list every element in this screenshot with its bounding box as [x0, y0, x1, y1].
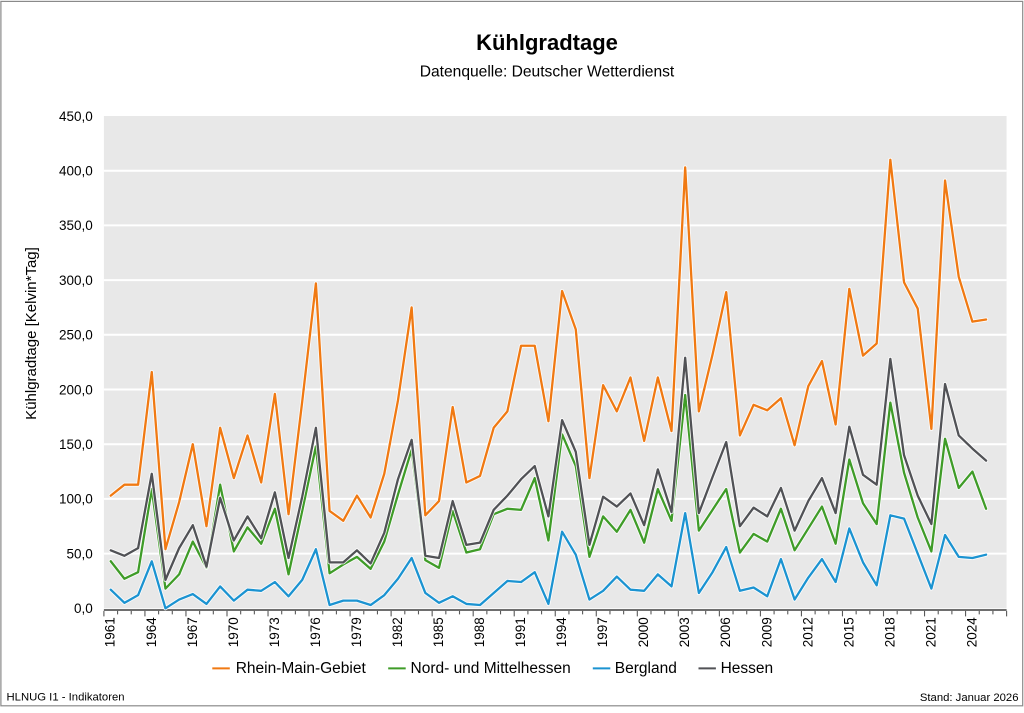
svg-text:1994: 1994	[554, 617, 569, 648]
svg-text:1991: 1991	[513, 617, 528, 647]
svg-text:50,0: 50,0	[67, 546, 93, 561]
svg-text:Stand: Januar 2026: Stand: Januar 2026	[920, 692, 1019, 704]
svg-text:1976: 1976	[308, 617, 323, 647]
svg-text:2000: 2000	[636, 617, 651, 647]
svg-text:100,0: 100,0	[59, 492, 93, 507]
svg-text:Kühlgradtage: Kühlgradtage	[476, 30, 618, 55]
svg-text:Hessen: Hessen	[721, 660, 774, 677]
svg-text:1961: 1961	[103, 617, 118, 647]
svg-text:0,0: 0,0	[74, 601, 93, 616]
svg-text:1970: 1970	[226, 617, 241, 647]
svg-text:Rhein-Main-Gebiet: Rhein-Main-Gebiet	[236, 660, 367, 677]
svg-text:1985: 1985	[431, 617, 446, 647]
svg-text:2012: 2012	[800, 617, 815, 647]
svg-text:150,0: 150,0	[59, 437, 93, 452]
svg-text:HLNUG I1 - Indikatoren: HLNUG I1 - Indikatoren	[7, 692, 125, 704]
svg-text:200,0: 200,0	[59, 382, 93, 397]
svg-text:1964: 1964	[144, 617, 159, 648]
svg-text:2024: 2024	[964, 617, 979, 648]
svg-text:Bergland: Bergland	[615, 660, 677, 677]
svg-text:450,0: 450,0	[59, 109, 93, 124]
svg-text:Kühlgradtage [Kelvin*Tag]: Kühlgradtage [Kelvin*Tag]	[23, 247, 40, 420]
svg-text:2009: 2009	[759, 617, 774, 647]
svg-text:1973: 1973	[267, 617, 282, 647]
svg-text:250,0: 250,0	[59, 328, 93, 343]
svg-text:300,0: 300,0	[59, 273, 93, 288]
svg-text:Nord- und Mittelhessen: Nord- und Mittelhessen	[411, 660, 571, 677]
svg-text:2021: 2021	[923, 617, 938, 647]
svg-text:2018: 2018	[882, 617, 897, 647]
svg-text:350,0: 350,0	[59, 218, 93, 233]
svg-text:1997: 1997	[595, 617, 610, 647]
svg-text:1982: 1982	[390, 617, 405, 647]
svg-text:1988: 1988	[472, 617, 487, 647]
svg-text:400,0: 400,0	[59, 164, 93, 179]
svg-text:1967: 1967	[185, 617, 200, 647]
svg-text:2003: 2003	[677, 617, 692, 647]
svg-text:Datenquelle: Deutscher Wetterd: Datenquelle: Deutscher Wetterdienst	[420, 63, 675, 80]
svg-text:1979: 1979	[349, 617, 364, 647]
svg-text:2006: 2006	[718, 617, 733, 647]
svg-text:2015: 2015	[841, 617, 856, 647]
